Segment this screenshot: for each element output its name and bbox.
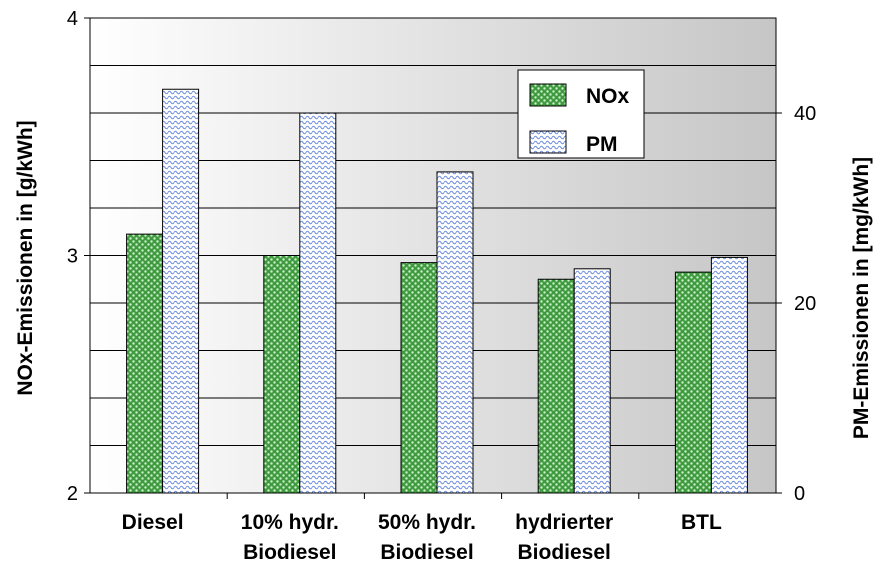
legend-label-pm: PM [586, 133, 618, 156]
legend-label-nox: NOx [586, 85, 630, 108]
bar-pm [710, 256, 748, 494]
y-left-tick-label: 4 [67, 8, 78, 30]
bar-nox [674, 271, 712, 494]
legend-swatch-pm [529, 130, 567, 154]
x-tick-label: 50% hydr. [378, 511, 476, 534]
bar-pm [162, 88, 200, 494]
bar-pm [573, 268, 611, 494]
gridlines [90, 65, 776, 446]
y-axis-right-title: PM-Emissionen in [mg/kWh] [850, 157, 873, 439]
bar-nox [400, 262, 438, 494]
x-tick-label: 10% hydr. [241, 511, 339, 534]
legend: NOx PM [517, 69, 645, 159]
x-tick-label: BTL [681, 511, 722, 534]
x-tick-label: Biodiesel [518, 541, 611, 564]
bar-pm [436, 171, 474, 494]
x-tick-label: hydrierter [515, 511, 613, 534]
x-tick-label: Diesel [122, 511, 184, 534]
x-tick-label: Biodiesel [380, 541, 473, 564]
x-tick-label: Biodiesel [243, 541, 336, 564]
bars [126, 88, 748, 494]
y-axis-left-title: NOx-Emissionen in [g/kWh] [14, 120, 37, 395]
legend-swatch-nox [529, 83, 567, 107]
y-left-tick-label: 3 [67, 246, 78, 268]
bar-nox [263, 255, 301, 494]
y-right-tick-label: 20 [794, 293, 816, 315]
bar-nox [126, 233, 164, 494]
bar-nox [537, 278, 575, 494]
bar-pm [299, 112, 337, 494]
y-left-tick-label: 2 [67, 483, 78, 505]
y-right-tick-label: 40 [794, 103, 816, 125]
y-right-tick-label: 0 [794, 483, 805, 505]
